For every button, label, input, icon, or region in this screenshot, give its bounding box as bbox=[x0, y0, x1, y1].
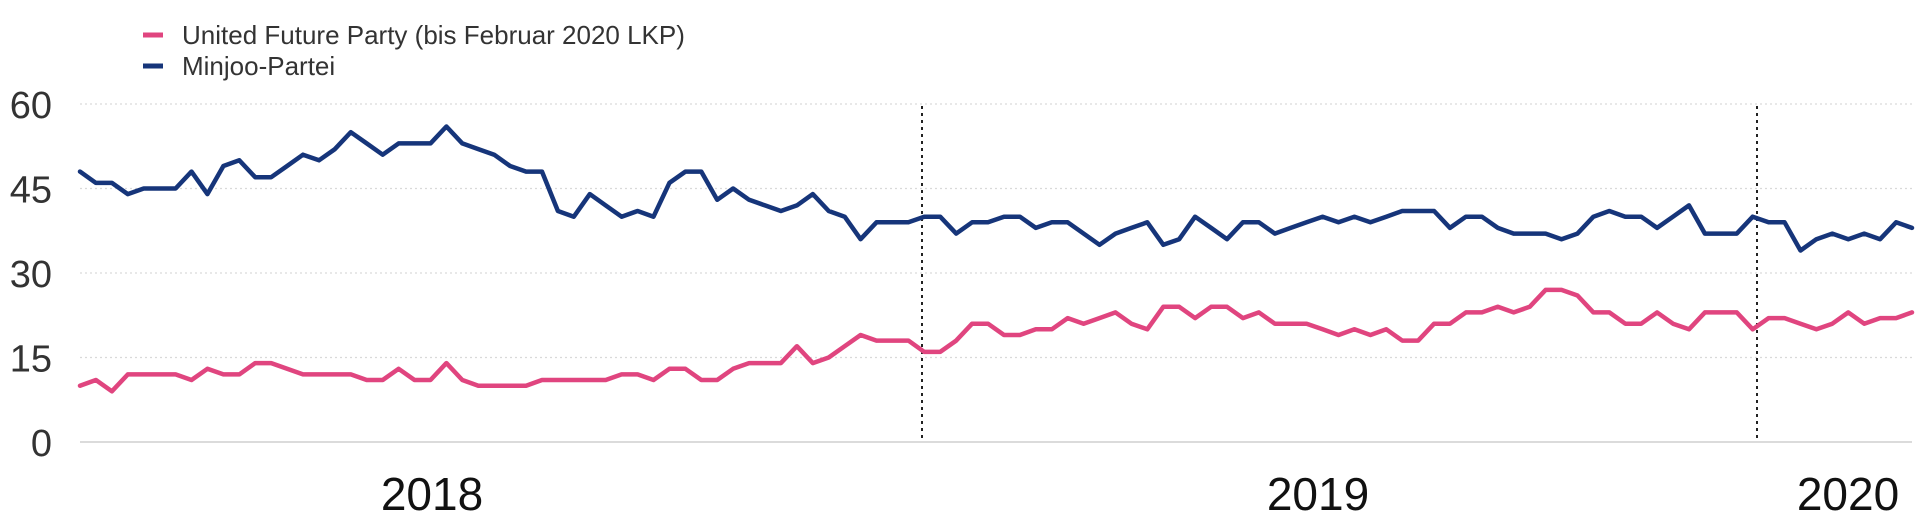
y-tick-label: 0 bbox=[31, 423, 52, 465]
legend: United Future Party (bis Februar 2020 LK… bbox=[143, 20, 685, 81]
united-future-party-line bbox=[77, 287, 1915, 394]
y-tick-label: 45 bbox=[10, 170, 52, 212]
year-dividers bbox=[921, 106, 1758, 442]
minjoo-partei-line bbox=[77, 124, 1915, 253]
y-axis: 0 15 30 45 60 bbox=[10, 85, 52, 465]
x-label-2020: 2020 bbox=[1797, 468, 1899, 520]
series bbox=[77, 124, 1915, 394]
x-label-2019: 2019 bbox=[1267, 468, 1369, 520]
legend-label-united-future-party: United Future Party (bis Februar 2020 LK… bbox=[182, 20, 685, 50]
grid bbox=[80, 103, 1912, 443]
y-tick-label: 30 bbox=[10, 254, 52, 296]
y-tick-label: 15 bbox=[10, 339, 52, 381]
y-tick-label: 60 bbox=[10, 85, 52, 127]
x-axis: 2018 2019 2020 bbox=[381, 468, 1899, 520]
legend-label-minjoo-partei: Minjoo-Partei bbox=[182, 51, 335, 81]
x-label-2018: 2018 bbox=[381, 468, 483, 520]
